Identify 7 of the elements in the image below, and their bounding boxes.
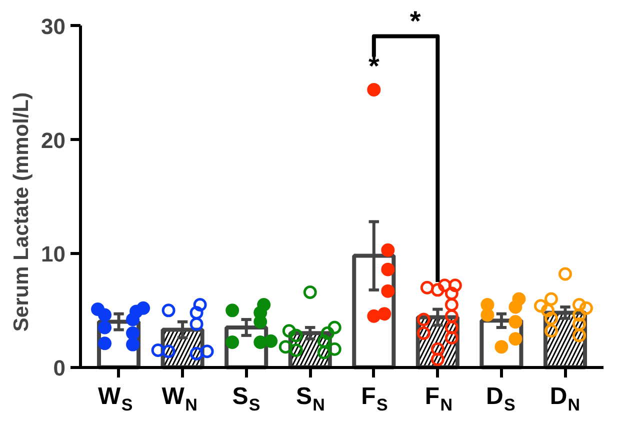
y-axis-title: Serum Lactate (mmol/L)	[10, 92, 34, 332]
annotation: *	[368, 50, 380, 82]
y-tick-label: 30	[41, 14, 66, 39]
y-tick-label: 10	[41, 242, 66, 267]
y-tick-label: 0	[53, 355, 66, 380]
annotation: *	[410, 5, 421, 36]
y-tick-label: 20	[41, 128, 66, 153]
